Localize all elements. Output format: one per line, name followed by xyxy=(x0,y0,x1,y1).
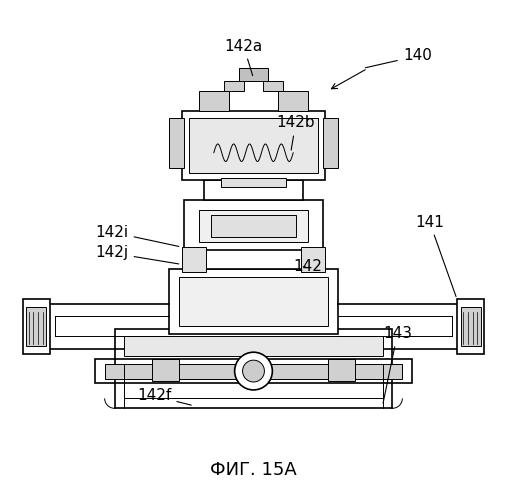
Bar xyxy=(278,91,308,111)
Text: 143: 143 xyxy=(383,326,412,403)
Bar xyxy=(221,178,286,188)
Bar xyxy=(189,118,318,173)
Bar xyxy=(152,359,179,381)
Text: 140: 140 xyxy=(366,48,431,68)
Bar xyxy=(239,68,268,81)
Bar xyxy=(169,118,184,168)
Text: 142b: 142b xyxy=(276,115,315,150)
Bar xyxy=(23,299,50,354)
Bar xyxy=(199,210,308,242)
Bar xyxy=(125,336,382,356)
Circle shape xyxy=(235,352,272,390)
Text: 142a: 142a xyxy=(225,38,263,76)
Circle shape xyxy=(242,360,265,382)
Text: ФИГ. 15A: ФИГ. 15A xyxy=(210,461,297,480)
Text: 142f: 142f xyxy=(137,388,191,405)
Bar xyxy=(461,306,481,346)
Text: 142i: 142i xyxy=(95,225,179,247)
Bar xyxy=(115,329,392,364)
Bar xyxy=(224,81,243,91)
Bar xyxy=(211,215,296,237)
Bar xyxy=(328,359,355,381)
Bar xyxy=(104,364,403,379)
Bar xyxy=(95,359,412,383)
Bar xyxy=(323,118,338,168)
Bar xyxy=(204,180,303,200)
Text: 141: 141 xyxy=(415,215,456,296)
Bar xyxy=(184,200,323,250)
Text: 142j: 142j xyxy=(95,246,179,264)
Bar xyxy=(264,81,283,91)
Bar xyxy=(194,250,313,269)
Text: 142: 142 xyxy=(294,259,322,274)
Bar xyxy=(457,299,484,354)
Bar xyxy=(182,111,325,180)
Bar xyxy=(199,91,229,111)
Bar xyxy=(179,277,328,326)
Bar xyxy=(169,269,338,334)
Bar xyxy=(182,247,206,272)
Bar xyxy=(26,306,46,346)
Bar xyxy=(301,247,325,272)
